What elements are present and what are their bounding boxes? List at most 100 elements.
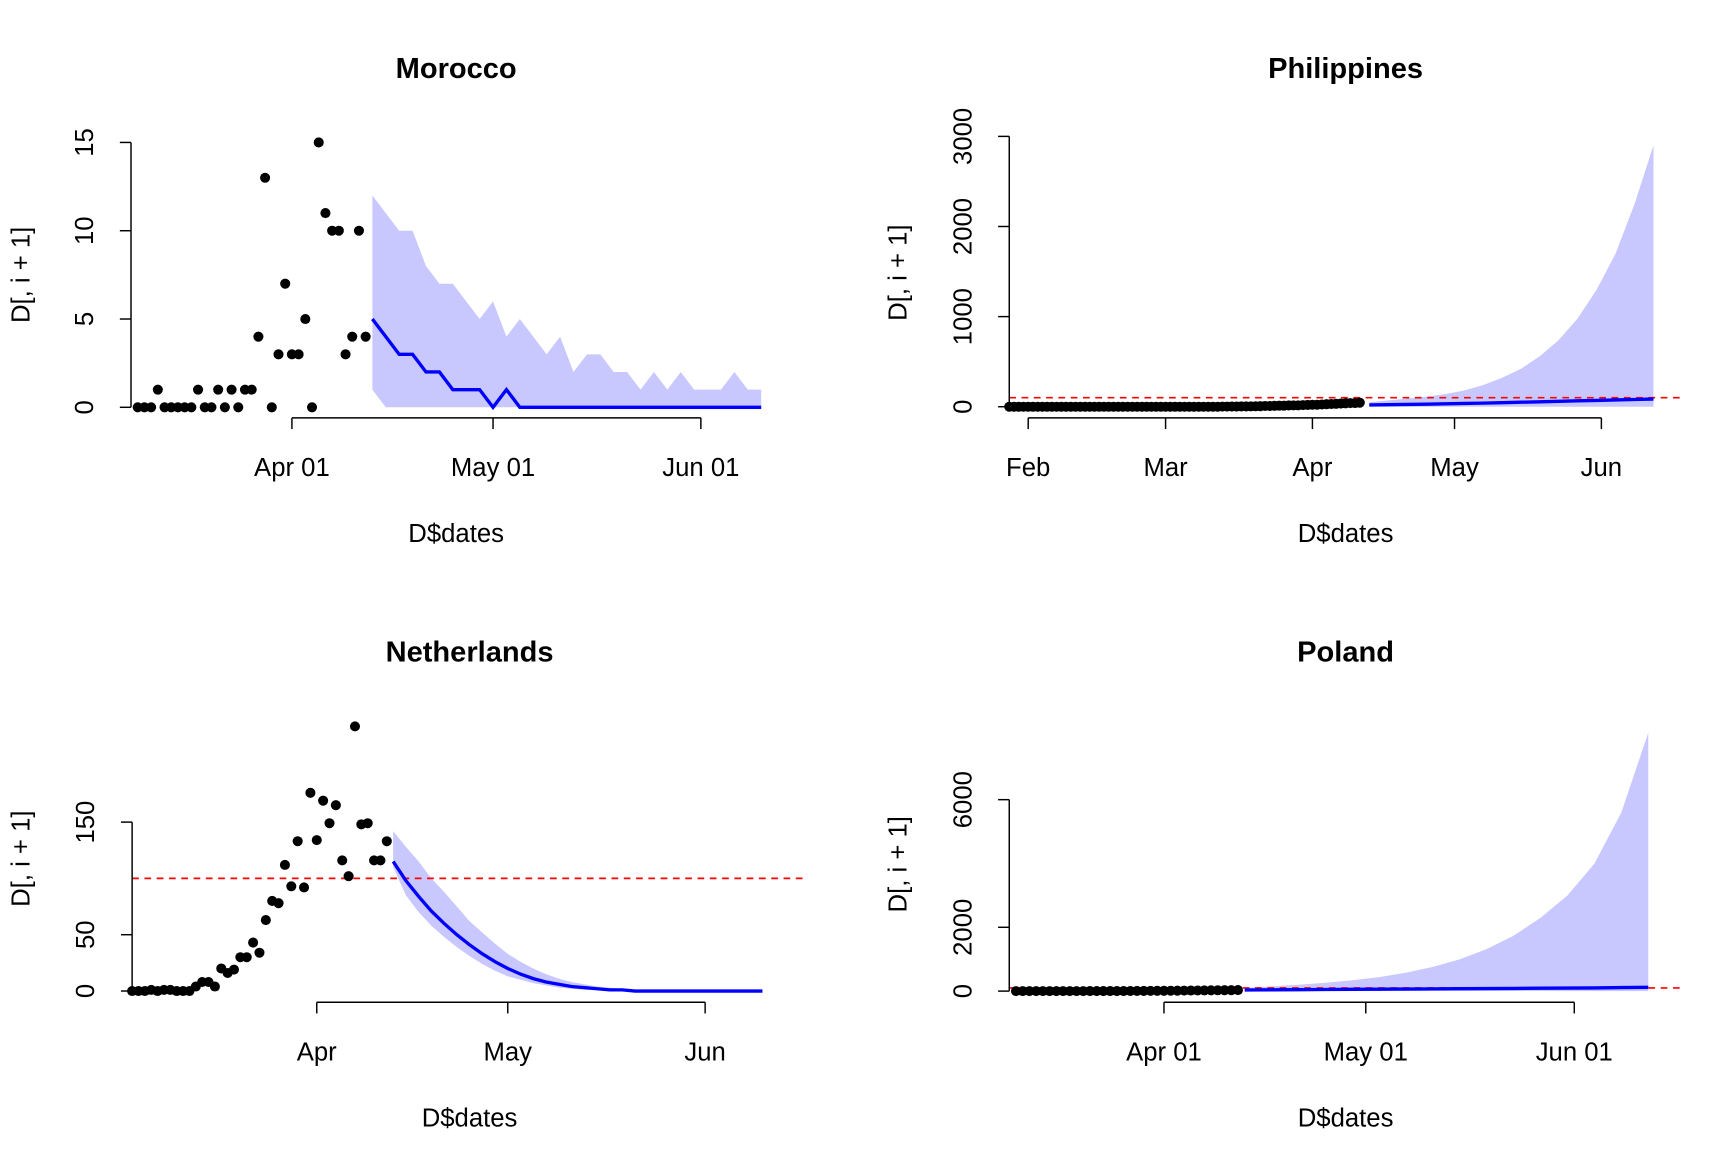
y-tick-label: 50 (72, 920, 100, 949)
observed-point (306, 402, 318, 413)
observed-point (206, 402, 217, 413)
x-tick-label: Apr 01 (1126, 1038, 1202, 1066)
y-tick-label: 5 (71, 312, 99, 326)
observed-point (343, 871, 354, 882)
observed-point (186, 402, 197, 413)
observed-point (280, 278, 291, 289)
y-tick-label: 0 (71, 400, 99, 414)
x-tick-label: Apr 01 (254, 454, 330, 482)
panel-title: Philippines (1268, 53, 1423, 85)
y-tick-label: 150 (72, 801, 100, 844)
observed-point (209, 981, 220, 992)
x-tick-label: Feb (1006, 454, 1050, 482)
observed-point (349, 721, 360, 732)
observed-point (340, 349, 351, 360)
observed-point (362, 818, 373, 829)
panel: Morocco D$dates D[, i + 1] 0 5 10 15 Apr 01 May … (7, 53, 762, 548)
observed-point (320, 208, 331, 219)
y-tick-label: 2000 (949, 899, 977, 956)
observed-point (253, 331, 264, 342)
observed-point (248, 937, 259, 948)
observed-point (213, 384, 224, 395)
y-axis-label: D[, i + 1] (884, 224, 912, 320)
x-tick-label: Apr (297, 1038, 337, 1066)
observed-point (305, 787, 316, 798)
panel: Poland D$dates D[, i + 1] 0 2000 6000 Apr 01 Ma… (884, 636, 1682, 1132)
observed-point (241, 952, 252, 963)
observed-point (324, 818, 335, 829)
observed-point (273, 898, 284, 909)
observed-point (360, 331, 371, 342)
forecast-band (1244, 732, 1649, 992)
observed-point (292, 836, 303, 847)
observed-point (260, 172, 271, 183)
observed-point (219, 402, 230, 413)
x-tick-label: Jun 01 (1536, 1038, 1613, 1066)
observed-point (353, 225, 364, 236)
observed-point (300, 313, 311, 325)
panel: Netherlands D$dates D[, i + 1] 0 50 150 Apr May… (7, 636, 808, 1132)
x-tick-label: May 01 (451, 454, 535, 482)
x-tick-label: Apr (1292, 454, 1332, 482)
observed-point (299, 882, 310, 893)
x-tick-label: Jun (684, 1038, 725, 1066)
observed-point (1232, 985, 1243, 996)
y-axis-label: D[, i + 1] (7, 227, 35, 323)
observed-point (146, 402, 157, 413)
forecast-band (393, 831, 763, 992)
observed-point (333, 225, 344, 236)
x-tick-label: Jun 01 (662, 454, 739, 482)
x-axis-label: D$dates (422, 1104, 518, 1132)
observed-point (286, 881, 297, 892)
x-axis-label: D$dates (1298, 1104, 1394, 1132)
observed-point (330, 800, 341, 811)
x-axis-label: D$dates (1298, 520, 1394, 548)
observed-point (260, 915, 271, 926)
forecast-median (1244, 985, 1649, 992)
observed-point (311, 835, 322, 846)
observed-point (293, 349, 304, 360)
observed-point (381, 836, 392, 847)
x-tick-label: Jun (1581, 454, 1622, 482)
x-axis-label: D$dates (408, 520, 504, 548)
y-tick-label: 0 (949, 400, 977, 414)
observed-point (279, 859, 290, 870)
observed-point (254, 947, 265, 958)
panel-title: Morocco (396, 53, 517, 85)
forecast-band (1369, 145, 1654, 407)
observed-point (152, 384, 163, 395)
y-axis-label: D[, i + 1] (884, 816, 912, 912)
observed-point (266, 402, 277, 413)
panel: Philippines D$dates D[, i + 1] 0 1000 2000 300… (884, 53, 1682, 548)
forecast-band (372, 195, 762, 408)
forecast-median (1369, 397, 1654, 407)
forecast-median (391, 860, 763, 993)
y-tick-label: 2000 (949, 198, 977, 255)
forecast-median (371, 317, 762, 411)
observed-point (375, 855, 386, 866)
observed-point (313, 137, 324, 148)
panel-title: Poland (1297, 636, 1394, 668)
y-tick-label: 10 (71, 216, 99, 245)
observed-point (228, 964, 240, 975)
x-tick-label: May (1430, 454, 1479, 482)
y-tick-label: 1000 (949, 288, 977, 345)
y-tick-label: 3000 (949, 108, 977, 165)
observed-point (337, 855, 348, 866)
y-tick-label: 0 (949, 984, 977, 998)
observed-point (1354, 397, 1365, 408)
observed-point (347, 331, 358, 342)
x-tick-label: May 01 (1324, 1038, 1408, 1066)
y-axis-label: D[, i + 1] (7, 811, 35, 907)
y-tick-label: 6000 (949, 771, 977, 828)
observed-point (318, 795, 329, 806)
observed-point (233, 402, 244, 413)
y-tick-label: 0 (72, 984, 100, 998)
observed-point (193, 384, 204, 395)
y-tick-label: 15 (71, 128, 99, 157)
observed-point (246, 384, 257, 395)
panel-title: Netherlands (386, 636, 554, 668)
observed-point (226, 384, 237, 395)
x-tick-label: May (484, 1038, 533, 1066)
